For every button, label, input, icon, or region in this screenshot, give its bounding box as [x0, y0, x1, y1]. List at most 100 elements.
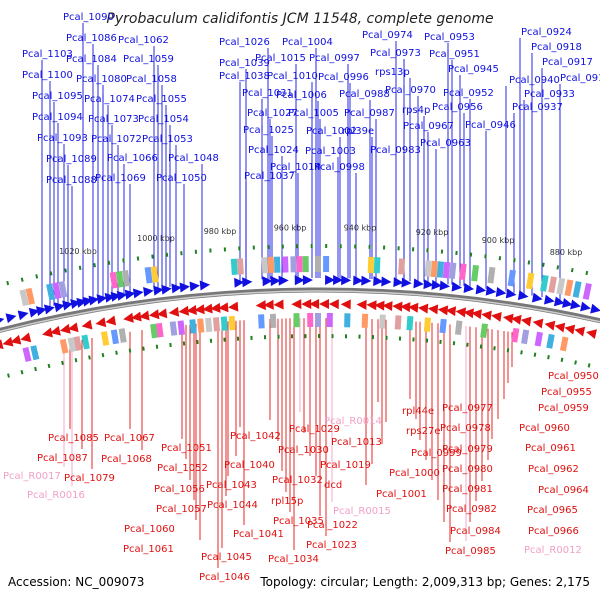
reverse-gene-arrow — [328, 299, 339, 310]
reverse-gene-label: Pcal_1023 — [306, 540, 357, 551]
scale-tick — [209, 248, 212, 253]
forward-gene-label: Pcal_0945 — [448, 64, 499, 75]
inner-cog-block — [169, 321, 178, 336]
reverse-gene-label: Pcal_R0014 — [324, 416, 382, 427]
reverse-gene-label: Pcal_0950 — [548, 371, 599, 382]
forward-gene-label: Pcal_1062 — [118, 35, 169, 46]
forward-gene-arrow — [353, 275, 364, 286]
forward-gene-arrow — [505, 288, 517, 299]
map-title: Pyrobaculum calidifontis JCM 11548, comp… — [106, 11, 493, 27]
inner-scale-tick — [223, 337, 226, 342]
forward-gene-label: rps4p — [402, 105, 430, 116]
reverse-gene-arrow — [59, 323, 71, 334]
forward-gene-label: Pcal_1003 — [305, 146, 356, 157]
scale-tick — [339, 244, 342, 249]
forward-gene-arrow — [463, 283, 475, 293]
reverse-gene-arrow — [574, 326, 586, 337]
reverse-gene-arrow — [586, 329, 597, 340]
reverse-gene-label: Pcal_1051 — [161, 443, 212, 454]
forward-gene-arrow — [124, 289, 136, 300]
inner-cog-block — [212, 317, 221, 332]
inner-scale-tick — [560, 357, 564, 362]
forward-gene-arrow — [553, 296, 565, 307]
outer-cog-block — [58, 280, 68, 298]
outer-cog-block — [442, 261, 451, 279]
inner-cog-block — [559, 336, 569, 352]
inner-cog-block — [269, 313, 277, 329]
forward-gene-arrow — [17, 310, 29, 321]
forward-gene-label: Pcal_1093 — [37, 133, 88, 144]
inner-cog-block — [326, 312, 333, 328]
inner-cog-block — [439, 318, 447, 334]
inner-cog-block — [59, 338, 69, 354]
forward-gene-arrow — [439, 280, 450, 291]
forward-gene-arrow — [242, 277, 253, 288]
inner-scale-tick — [74, 358, 78, 363]
scale-tick — [267, 244, 270, 250]
outer-cog-block — [236, 258, 244, 275]
inner-cog-block — [22, 346, 32, 363]
reverse-gene-label: Pcal_1044 — [207, 500, 258, 511]
reverse-gene-arrow — [263, 299, 274, 310]
forward-gene-label: Pcal_0987 — [344, 108, 395, 119]
forward-gene-arrow — [485, 285, 497, 296]
forward-gene-arrow — [361, 275, 372, 286]
inner-scale-tick — [263, 335, 267, 340]
forward-gene-label: Pcal_1073 — [88, 114, 139, 125]
scale-tick — [136, 256, 140, 261]
forward-gene-label: rps13p — [375, 67, 410, 78]
forward-gene-arrow — [341, 275, 352, 286]
inner-scale-tick — [493, 346, 496, 351]
reverse-gene-label: Pcal_0955 — [541, 387, 592, 398]
reverse-gene-label: Pcal_1087 — [37, 453, 88, 464]
reverse-gene-label: Pcal_0961 — [525, 443, 576, 454]
inner-scale-tick — [47, 363, 51, 369]
scale-tick — [107, 260, 111, 265]
forward-gene-label: Pcal_1090 — [63, 12, 114, 23]
scale-label: 940 kbp — [344, 224, 377, 233]
forward-gene-arrow — [143, 287, 154, 297]
scale-tick — [151, 254, 154, 259]
reverse-gene-label: Pcal_1085 — [48, 433, 99, 444]
inner-scale-tick — [115, 350, 118, 355]
scale-tick — [469, 252, 473, 257]
forward-gene-label: Pcal_1054 — [138, 114, 189, 125]
outer-cog-block — [458, 263, 467, 281]
outer-cog-block — [46, 283, 56, 301]
scale-tick — [484, 254, 487, 259]
reverse-gene-arrow — [544, 320, 556, 331]
forward-gene-arrow — [179, 282, 190, 293]
inner-scale-tick — [196, 339, 199, 345]
forward-gene-arrow — [153, 285, 164, 296]
forward-gene-arrow — [423, 279, 434, 290]
inner-scale-tick — [304, 334, 307, 339]
inner-cog-block — [205, 317, 213, 333]
backbone-arc — [0, 287, 600, 333]
reverse-gene-arrow — [194, 304, 205, 315]
outer-cog-block — [25, 287, 35, 305]
outer-cog-block — [52, 282, 62, 300]
reverse-gene-label: Pcal_R0016 — [27, 490, 85, 501]
reverse-gene-label: Pcal_0984 — [450, 526, 501, 537]
reverse-gene-label: Pcal_R0012 — [524, 545, 582, 556]
outer-cog-block — [302, 256, 309, 273]
backbone-highlight — [0, 290, 600, 333]
reverse-gene-arrow — [392, 301, 403, 312]
forward-gene-arrow — [43, 304, 55, 315]
reverse-gene-arrow — [491, 311, 502, 322]
forward-gene-label: Pcal_1038 — [219, 71, 270, 82]
forward-gene-label: Pcal_1055 — [136, 94, 187, 105]
reverse-gene-label: Pcal_0964 — [538, 485, 589, 496]
outer-cog-block — [282, 256, 289, 273]
genome-summary-text: Topology: circular; Length: 2,009,313 bp… — [259, 575, 590, 589]
reverse-gene-label: Pcal_1068 — [101, 454, 152, 465]
reverse-gene-label: Pcal_1046 — [199, 572, 250, 583]
inner-cog-block — [110, 329, 119, 345]
reverse-gene-label: Pcal_0979 — [442, 444, 493, 455]
reverse-gene-label: rpl44e — [402, 406, 434, 417]
inner-scale-tick — [398, 336, 402, 341]
inner-cog-block — [511, 327, 520, 343]
reverse-gene-arrow — [273, 299, 284, 310]
forward-gene-label: Pcal_0933 — [524, 89, 575, 100]
